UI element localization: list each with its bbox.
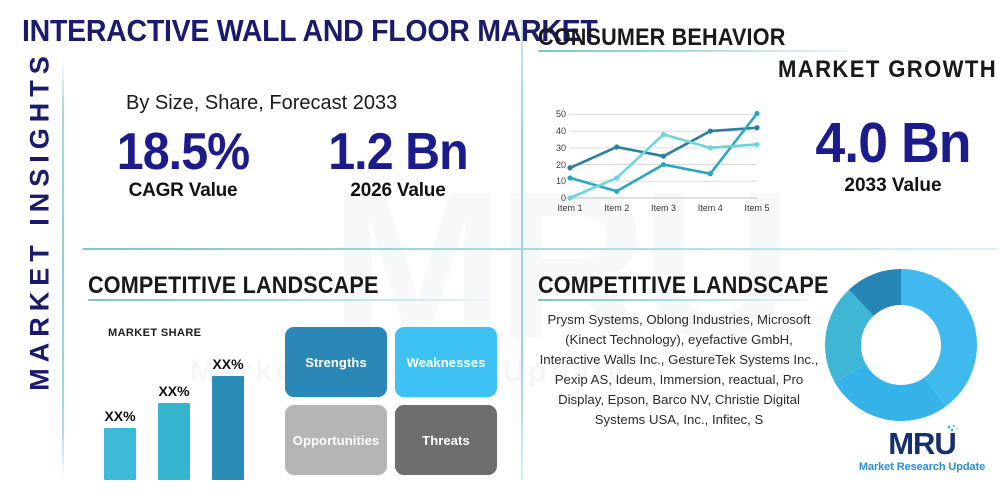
line-chart: 0 10 20 30 40 50 Item 1 Item 2 Item 3 Item 4 Item… [540, 100, 770, 220]
bar-chart-bar [212, 376, 244, 480]
kpi-cagr-label: CAGR Value [128, 180, 238, 201]
bar-chart-value-label: XX% [104, 408, 136, 425]
swot-box-opportunities[interactable]: Opportunities [285, 405, 387, 475]
donut-segment [901, 269, 977, 407]
bar-chart-title: MARKET SHARE [108, 327, 202, 339]
bar-chart-value-label: XX% [212, 356, 244, 373]
swot-box-weaknesses[interactable]: Weaknesses [395, 327, 497, 397]
donut-chart [822, 266, 980, 424]
line-chart-x-tick: Item 5 [744, 203, 770, 213]
line-chart-x-tick: Item 4 [697, 203, 723, 213]
section-header-consumer-behavior: CONSUMER BEHAVIOR [538, 24, 786, 51]
donut-chart-svg [825, 269, 977, 421]
donut-segment [825, 289, 874, 382]
kpi-growth-value: 4.0 Bn [815, 111, 971, 175]
swot-box-strengths[interactable]: Strengths [285, 327, 387, 397]
kpi-growth-label: 2033 Value [844, 175, 942, 196]
market-insights-label: MARKET INSIGHTS [24, 50, 55, 391]
swot-box-threats[interactable]: Threats [395, 405, 497, 475]
section-rule-competitive-landscape-right [538, 299, 808, 301]
company-list: Prysm Systems, Oblong Industries, Micros… [539, 312, 819, 428]
line-chart-y-tick: 50 [555, 109, 566, 120]
line-chart-y-tick: 40 [555, 126, 566, 137]
swot-grid: Strengths Weaknesses Opportunities Threats [285, 327, 497, 477]
kpi-2026-label: 2026 Value [350, 180, 446, 201]
rail-divider [62, 58, 64, 478]
kpi-cagr-value: 18.5% [116, 123, 250, 181]
horizontal-divider [83, 248, 998, 250]
logo: MRU Market Research Update [857, 424, 987, 473]
logo-mark: MRU [888, 424, 958, 461]
section-header-market-growth: MARKET GROWTH [778, 56, 998, 83]
line-chart-x-tick: Item 3 [650, 203, 676, 213]
line-chart-x-tick: Item 1 [557, 203, 583, 213]
bar-chart: XX% XX% XX% [104, 340, 264, 480]
bar-chart-bar [104, 428, 136, 480]
logo-mark-text: MRU [888, 426, 957, 461]
kpi-2026: 1.2 Bn 2026 Value [318, 126, 478, 202]
donut-segment [834, 364, 946, 421]
line-chart-y-tick: 30 [555, 142, 566, 153]
line-chart-y-tick: 0 [560, 193, 566, 203]
bar-chart-value-label: XX% [158, 383, 190, 400]
line-chart-x-tick: Item 2 [604, 203, 630, 213]
page-title: INTERACTIVE WALL AND FLOOR MARKET [22, 13, 598, 48]
kpi-cagr: 18.5% CAGR Value [103, 126, 263, 202]
section-header-competitive-landscape-left: COMPETITIVE LANDSCAPE [88, 272, 379, 299]
line-chart-y-tick: 10 [555, 176, 566, 187]
logo-text: Market Research Update [858, 461, 986, 473]
bar-chart-bar [158, 403, 190, 480]
line-chart-y-tick: 20 [555, 159, 566, 170]
donut-segment [848, 269, 901, 316]
left-rail: MARKET INSIGHTS [0, 0, 62, 500]
line-chart-svg [567, 110, 760, 201]
kpi-2026-value: 1.2 Bn [328, 123, 468, 181]
section-rule-consumer-behavior [538, 50, 848, 52]
logo-droplet-icon [947, 424, 958, 432]
kpi-market-growth: 4.0 Bn 2033 Value [798, 115, 988, 197]
section-rule-competitive-landscape-left [88, 299, 488, 301]
subtitle: By Size, Share, Forecast 2033 [126, 92, 398, 114]
section-header-competitive-landscape-right: COMPETITIVE LANDSCAPE [538, 272, 829, 299]
